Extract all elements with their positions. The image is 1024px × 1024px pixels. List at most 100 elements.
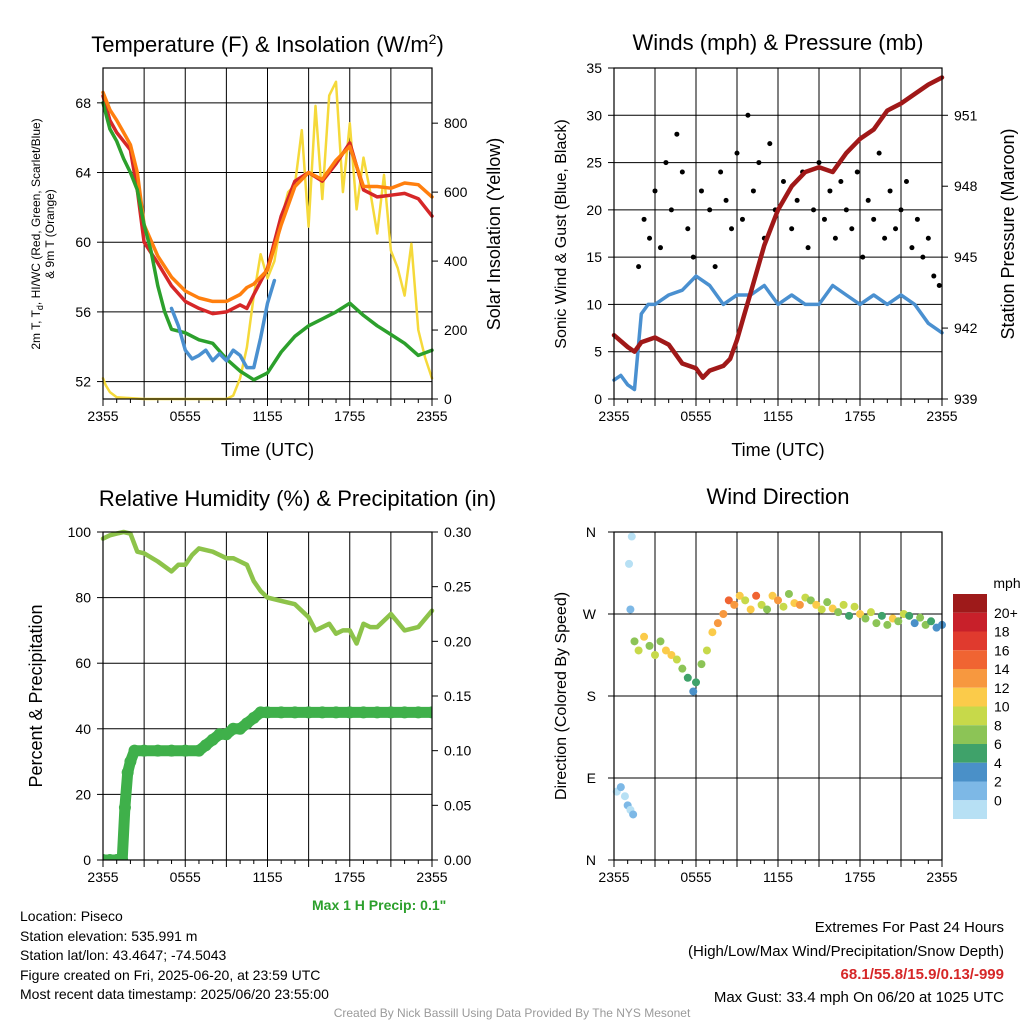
direction-point — [683, 673, 692, 682]
y-axis-label-line2: & 9m T (Orange) — [43, 189, 57, 279]
x-tick-label: 1155 — [763, 869, 793, 885]
legend-title: mph — [993, 575, 1020, 591]
gust-point — [920, 254, 926, 260]
sonic-wind-line — [612, 274, 944, 392]
y2-tick-label: 945 — [954, 249, 978, 265]
direction-point — [795, 600, 804, 609]
recent-text: Most recent data timestamp: 2025/06/20 2… — [20, 986, 329, 1002]
y2-axis-label: Station Pressure (Maroon) — [998, 128, 1018, 339]
legend-swatch — [953, 706, 987, 726]
gust-point — [729, 226, 735, 232]
legend-label: 16 — [994, 642, 1010, 658]
credit-text: Created By Nick Bassill Using Data Provi… — [333, 1006, 691, 1020]
direction-point — [872, 619, 881, 628]
precipitation-point — [275, 706, 288, 719]
legend-swatch — [953, 762, 987, 782]
gust-point — [745, 112, 751, 118]
gust-point — [674, 131, 680, 137]
gust-point — [871, 216, 877, 222]
gust-point — [914, 216, 920, 222]
direction-point — [779, 602, 788, 611]
y-axis-label-line1: 2m T, Td, HI/WC (Red, Green, Scarlet/Blu… — [29, 118, 45, 349]
legend-label: 8 — [994, 717, 1002, 733]
direction-point — [708, 628, 717, 637]
direction-point — [823, 598, 832, 607]
direction-point — [625, 559, 634, 568]
direction-point — [661, 646, 670, 655]
precipitation-point — [124, 755, 137, 768]
direction-point — [697, 660, 706, 669]
gust-point — [723, 197, 729, 203]
legend-label: 14 — [994, 661, 1010, 677]
direction-point — [905, 611, 914, 620]
direction-point — [784, 589, 793, 598]
y2-tick-label: 0.05 — [444, 797, 471, 813]
gust-point — [641, 216, 647, 222]
y2-tick-label: 600 — [444, 184, 468, 200]
direction-point — [834, 608, 843, 617]
extremes-line2: (High/Low/Max Wind/Precipitation/Snow De… — [688, 943, 1004, 960]
legend-label: 18 — [994, 624, 1010, 640]
x-tick-label: 0555 — [170, 408, 201, 424]
precipitation-point — [426, 706, 432, 719]
direction-point — [719, 610, 728, 618]
gust-point — [739, 216, 745, 222]
x-tick-label: 2355 — [87, 408, 118, 424]
latlon-text: Station lat/lon: 43.4647; -74.5043 — [20, 947, 227, 963]
gust-point — [811, 207, 817, 213]
y-tick-label: N — [586, 524, 596, 540]
y2-tick-label: 0.30 — [444, 524, 471, 540]
legend-swatch — [953, 800, 987, 819]
precipitation-point — [316, 706, 329, 719]
x-tick-label: 1755 — [334, 869, 365, 885]
plot-frame — [613, 67, 943, 400]
y2-tick-label: 0 — [444, 391, 452, 407]
y-tick-label: 64 — [75, 165, 91, 181]
y2-tick-label: 939 — [954, 391, 978, 407]
gust-point — [854, 169, 860, 175]
y-tick-label: 10 — [586, 296, 602, 312]
gust-point — [931, 273, 937, 279]
precipitation-point — [165, 744, 178, 757]
y-tick-label: 100 — [68, 524, 92, 540]
legend-swatch — [953, 687, 987, 707]
gust-point — [780, 178, 786, 184]
gust-point — [707, 207, 713, 213]
precipitation-point — [261, 706, 274, 719]
precipitation-point — [128, 744, 141, 757]
elevation-text: Station elevation: 535.991 m — [20, 927, 198, 944]
gust-point — [843, 207, 849, 213]
legend-swatch — [953, 594, 987, 613]
y2-tick-label: 400 — [444, 253, 468, 269]
gust-point — [838, 178, 844, 184]
gust-point — [718, 169, 724, 175]
gust-point — [652, 188, 658, 194]
x-tick-label: 1155 — [763, 408, 793, 424]
y-tick-label: 35 — [586, 60, 602, 76]
extremes-line1: Extremes For Past 24 Hours — [814, 919, 1004, 936]
gust-point — [898, 207, 904, 213]
y-tick-label: 20 — [586, 202, 602, 218]
gust-point — [876, 150, 882, 156]
y-tick-label: 52 — [75, 374, 91, 390]
x-tick-label: 2355 — [87, 869, 118, 885]
temperature-series-1 — [101, 90, 434, 304]
x-tick-label: 0555 — [170, 869, 201, 885]
x-tick-label: 1755 — [844, 869, 875, 885]
direction-point — [689, 687, 698, 696]
legend-label: 4 — [994, 755, 1002, 771]
legend-label: 20+ — [994, 605, 1018, 621]
chart-title: Temperature (F) & Insolation (W/m2) — [91, 31, 444, 57]
x-tick-label: 1155 — [252, 408, 282, 424]
x-tick-label: 0555 — [680, 408, 711, 424]
precipitation-point — [371, 706, 384, 719]
gust-point — [685, 226, 691, 232]
direction-point — [774, 596, 782, 605]
gust-point — [756, 160, 762, 166]
gust-point — [909, 245, 915, 251]
direction-point — [692, 678, 700, 687]
legend-label: 12 — [994, 680, 1010, 696]
direction-point — [752, 591, 761, 600]
gust-point — [647, 235, 653, 241]
precipitation-point — [330, 706, 343, 719]
